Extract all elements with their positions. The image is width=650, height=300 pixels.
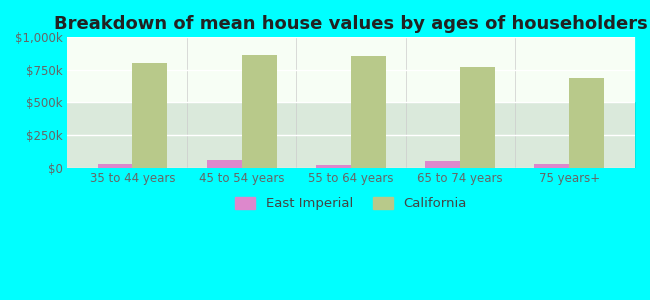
Bar (242, 55, 277, 168)
Bar (316, 165, 351, 168)
Bar (351, 56, 386, 168)
Bar (534, 164, 569, 168)
Bar (460, 67, 495, 168)
Bar (569, 78, 604, 168)
Bar (425, 161, 460, 168)
Bar (98, 164, 133, 168)
Legend: East Imperial, California: East Imperial, California (230, 192, 472, 216)
Bar (207, 160, 242, 168)
Title: Breakdown of mean house values by ages of householders: Breakdown of mean house values by ages o… (54, 15, 648, 33)
Bar (133, 63, 168, 168)
